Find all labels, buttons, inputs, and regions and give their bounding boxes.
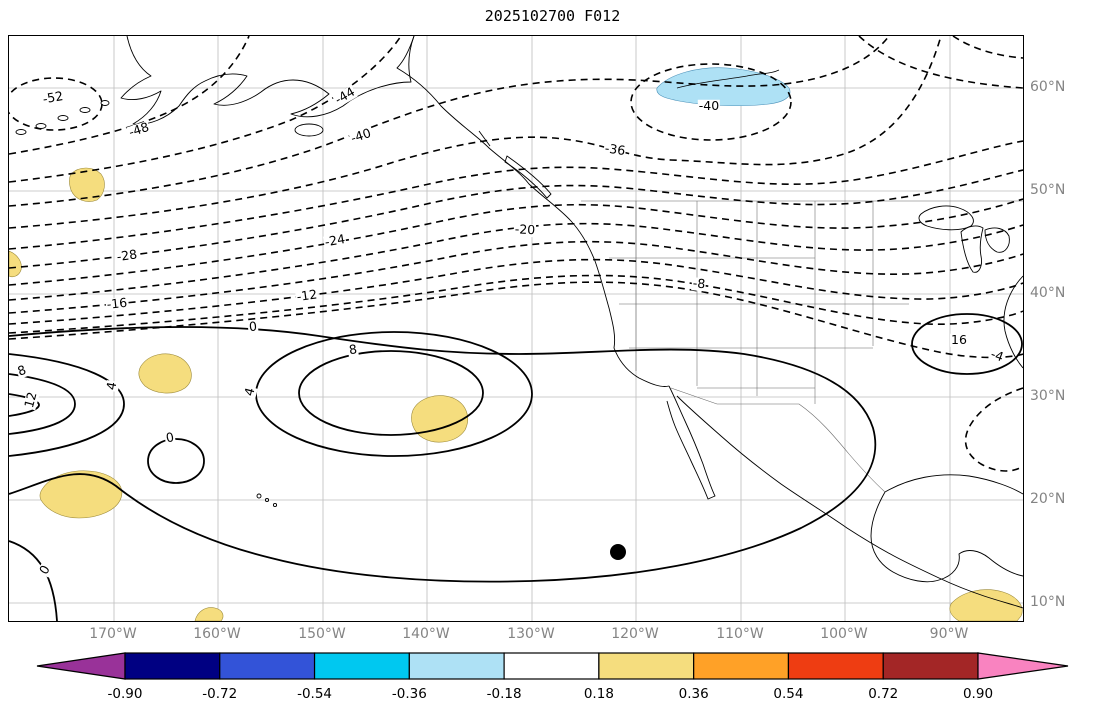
negative-anomaly-shading bbox=[656, 67, 791, 107]
lon-tick-label: 120°W bbox=[611, 626, 659, 642]
colorbar-segment bbox=[882, 652, 979, 680]
colorbar-tick-label: -0.36 bbox=[391, 686, 427, 702]
lon-tick-label: 140°W bbox=[402, 626, 450, 642]
page-title: 2025102700 F012 bbox=[484, 7, 621, 25]
lon-tick-label: 90°W bbox=[929, 626, 969, 642]
state-borders bbox=[581, 200, 1023, 493]
colorbar-tick-label: -0.90 bbox=[107, 686, 143, 702]
dashed-contours bbox=[9, 36, 1023, 472]
colorbar-extend-right bbox=[977, 652, 1069, 680]
colorbar-segment bbox=[503, 652, 600, 680]
lat-tick-label: 10°N bbox=[1030, 594, 1066, 610]
lon-tick-label: 150°W bbox=[298, 626, 346, 642]
location-marker-dot bbox=[610, 544, 626, 560]
colorbar-tick-label: -0.72 bbox=[202, 686, 238, 702]
lat-tick-label: 50°N bbox=[1030, 182, 1066, 198]
colorbar-segment bbox=[598, 652, 695, 680]
colorbar-tick-label: 0.72 bbox=[868, 686, 899, 702]
positive-anomaly-shading bbox=[9, 167, 1023, 621]
lat-tick-label: 60°N bbox=[1030, 79, 1066, 95]
colorbar bbox=[35, 652, 1070, 680]
lat-tick-label: 30°N bbox=[1030, 388, 1066, 404]
lon-tick-label: 170°W bbox=[89, 626, 137, 642]
lat-tick-label: 20°N bbox=[1030, 491, 1066, 507]
map-svg bbox=[9, 36, 1023, 621]
colorbar-tick-label: 0.90 bbox=[962, 686, 994, 702]
lon-tick-label: 100°W bbox=[820, 626, 868, 642]
colorbar-segment bbox=[124, 652, 221, 680]
colorbar-segment bbox=[408, 652, 505, 680]
colorbar-extend-left bbox=[36, 652, 126, 680]
colorbar-bar bbox=[36, 652, 1069, 680]
colorbar-segment bbox=[219, 652, 316, 680]
solid-contours bbox=[9, 313, 1023, 621]
colorbar-segment bbox=[787, 652, 884, 680]
lon-tick-label: 130°W bbox=[507, 626, 555, 642]
colorbar-tick-label: 0.18 bbox=[583, 686, 614, 702]
colorbar-segment bbox=[693, 652, 790, 680]
lat-tick-label: 40°N bbox=[1030, 285, 1066, 301]
lon-tick-label: 110°W bbox=[716, 626, 764, 642]
lon-tick-label: 160°W bbox=[193, 626, 241, 642]
colorbar-tick-label: -0.54 bbox=[297, 686, 333, 702]
colorbar-segment bbox=[313, 652, 410, 680]
colorbar-tick-label: 0.54 bbox=[773, 686, 804, 702]
map-canvas: -52 -48 -44 -40 -36 -40 -28 -24 -20 -16 -12 -8 -4 0 8 4… bbox=[8, 35, 1024, 622]
coastline bbox=[15, 36, 1023, 609]
colorbar-tick-label: 0.36 bbox=[678, 686, 709, 702]
colorbar-tick-label: -0.18 bbox=[486, 686, 522, 702]
